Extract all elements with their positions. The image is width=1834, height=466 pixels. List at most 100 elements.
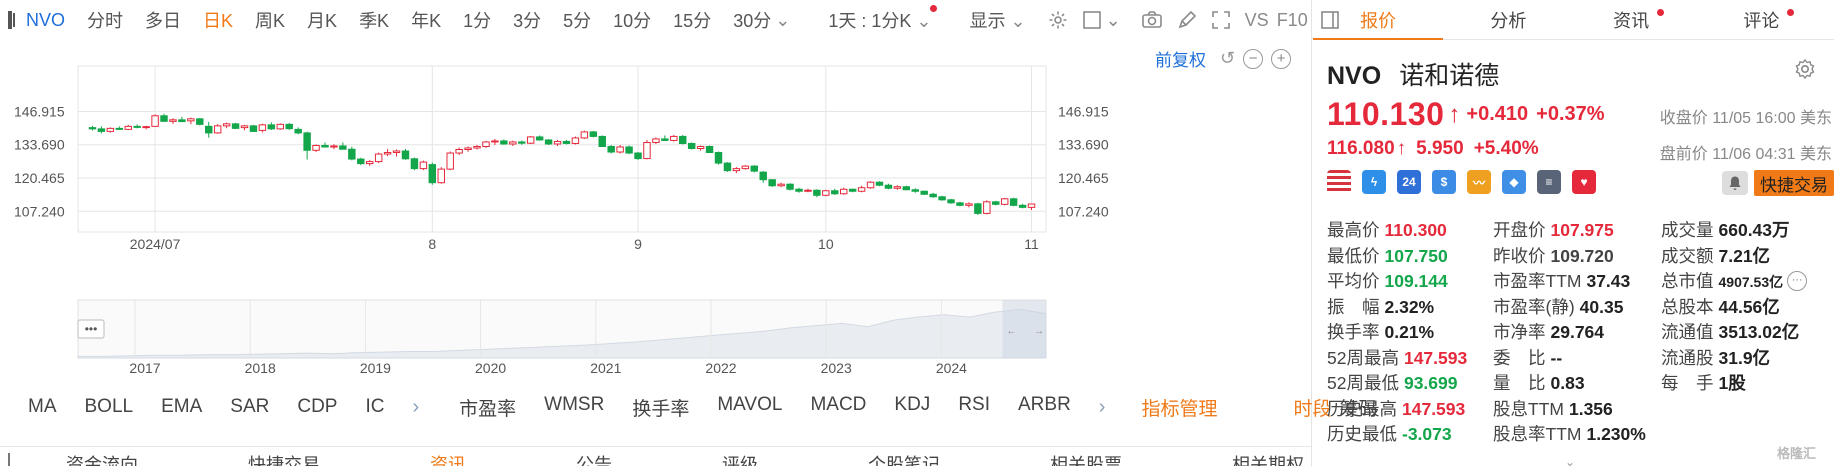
- gear-icon[interactable]: [1794, 58, 1816, 85]
- display-menu[interactable]: 显示 ⌄: [969, 7, 1025, 33]
- indicator-tab[interactable]: 市盈率: [459, 398, 517, 420]
- chevron-right-icon[interactable]: ›: [1098, 395, 1106, 418]
- indicator-tab[interactable]: WMSR: [544, 393, 605, 415]
- candle-body: [983, 201, 991, 214]
- bottom-tab[interactable]: 资讯: [430, 455, 466, 466]
- chip-distribution-button[interactable]: 筹码: [1339, 398, 1378, 420]
- period-tab[interactable]: 日K: [203, 11, 234, 31]
- candle-body: [419, 161, 428, 170]
- lightning-icon[interactable]: ϟ: [1362, 170, 1386, 194]
- indicator-tab[interactable]: CDP: [297, 396, 338, 417]
- indicator-tab[interactable]: ARBR: [1018, 393, 1071, 415]
- period-tab[interactable]: 3分: [513, 11, 542, 31]
- quote-tab[interactable]: 资讯: [1574, 0, 1704, 39]
- period-tab[interactable]: 多日: [145, 11, 182, 31]
- candle-body: [518, 141, 526, 144]
- bottom-tab[interactable]: 相关股票: [1050, 455, 1122, 466]
- chevron-right-icon[interactable]: ›: [412, 395, 420, 418]
- fullscreen-icon[interactable]: [1211, 7, 1231, 33]
- navigator-more-button[interactable]: •••: [77, 319, 105, 339]
- f10-button[interactable]: F10: [1276, 9, 1308, 30]
- indicator-manage-button[interactable]: 指标管理: [1141, 398, 1218, 420]
- dollar-icon[interactable]: $: [1432, 170, 1456, 194]
- panel-layout-icon[interactable]: [1320, 7, 1340, 33]
- camera-icon[interactable]: [1141, 7, 1163, 33]
- y-tick-label-right: 107.240: [1058, 203, 1109, 219]
- us-flag-icon[interactable]: [1327, 170, 1351, 194]
- bottom-tab[interactable]: 相关期权: [1232, 455, 1304, 466]
- navigator-year-label: 2022: [705, 360, 736, 376]
- navigator-left-handle-icon[interactable]: ←: [1006, 326, 1016, 337]
- 24h-icon[interactable]: 24: [1397, 170, 1421, 194]
- indicator-tab[interactable]: 换手率: [632, 398, 690, 420]
- stat-row: 最低价 107.750 昨收价 109.720 成交额 7.21亿: [1327, 243, 1833, 269]
- chevron-down-icon[interactable]: ⌄: [1565, 455, 1576, 466]
- candle-body: [670, 135, 678, 141]
- period-tab[interactable]: 年K: [411, 11, 442, 31]
- time-segment-button[interactable]: 时段: [1293, 398, 1332, 420]
- y-tick-label-left: 120.465: [14, 170, 65, 186]
- indicator-tab[interactable]: RSI: [958, 393, 990, 415]
- candle-body: [571, 137, 580, 144]
- undo-icon[interactable]: ↺: [1220, 48, 1236, 68]
- premarket-row: 116.080 ↑ 5.950 +5.40%: [1327, 138, 1549, 160]
- bottom-tab[interactable]: 评级: [722, 455, 758, 466]
- bottom-tab[interactable]: 公告: [576, 455, 612, 466]
- period-tab[interactable]: 周K: [255, 11, 286, 31]
- price-change: +0.410: [1466, 103, 1529, 125]
- indicator-tab[interactable]: BOLL: [84, 396, 134, 417]
- indicator-tab[interactable]: MA: [28, 396, 57, 417]
- navigator-selection[interactable]: [1002, 300, 1046, 358]
- indicator-tab[interactable]: EMA: [161, 396, 203, 417]
- draw-pen-icon[interactable]: [1177, 7, 1197, 33]
- candle-body: [1000, 198, 1009, 205]
- navigator-right-handle-icon[interactable]: →: [1034, 326, 1044, 337]
- bottom-tab[interactable]: 快捷交易: [248, 455, 320, 466]
- candlestick-chart[interactable]: 146.915 146.915 133.690 133.690 120.465 120.4…: [0, 64, 1312, 304]
- indicator-tab[interactable]: SAR: [230, 396, 270, 417]
- candle-body: [634, 152, 642, 160]
- candle-body: [848, 188, 857, 192]
- period-dropdown-chevron-icon[interactable]: ⌄: [775, 9, 791, 30]
- indicator-tab[interactable]: IC: [365, 396, 385, 417]
- tag-icon[interactable]: ◆: [1502, 170, 1526, 194]
- candle-body: [357, 158, 365, 165]
- quote-tab[interactable]: 评论: [1704, 0, 1834, 39]
- zoom-out-icon[interactable]: −: [1243, 48, 1264, 69]
- period-tab[interactable]: 30分: [733, 11, 772, 31]
- quote-tab[interactable]: 报价: [1313, 0, 1444, 40]
- period-tab[interactable]: 分时: [87, 11, 124, 31]
- indicator-tab[interactable]: MAVOL: [717, 393, 783, 415]
- indicator-tab[interactable]: KDJ: [894, 393, 931, 415]
- settings-gear-icon[interactable]: [1048, 7, 1068, 33]
- range-navigator[interactable]: ← → 2017 2018 2019 2020 2021 2022 2023 2024 •••: [0, 298, 1312, 376]
- navigator-year-label: 2017: [129, 360, 160, 376]
- stat-value: 147.593: [1403, 347, 1468, 368]
- interval-selector[interactable]: 1天 : 1分K ⌄: [828, 5, 938, 33]
- period-tab[interactable]: 5分: [563, 11, 592, 31]
- checkbox[interactable]: [8, 453, 10, 466]
- quick-trade-button[interactable]: 快捷交易: [1754, 170, 1834, 196]
- indicator-tab[interactable]: MACD: [810, 393, 867, 415]
- bottom-tab[interactable]: 资金流向: [66, 455, 138, 466]
- period-tab[interactable]: 季K: [359, 11, 390, 31]
- period-tab[interactable]: 15分: [673, 11, 712, 31]
- bell-icon[interactable]: [1722, 171, 1748, 195]
- period-tab[interactable]: 月K: [307, 11, 338, 31]
- price-adjust-selector[interactable]: 前复权: [1155, 51, 1206, 70]
- heart-icon[interactable]: ♥: [1572, 170, 1596, 194]
- chevron-down-icon[interactable]: ⌄: [1105, 9, 1121, 30]
- symbol-label[interactable]: NVO: [26, 9, 66, 30]
- stat-value: 147.593: [1402, 398, 1466, 419]
- period-tab[interactable]: 10分: [613, 11, 652, 31]
- period-tab[interactable]: 1分: [463, 11, 492, 31]
- trend-icon[interactable]: 〰: [1467, 170, 1491, 194]
- more-options-icon[interactable]: ···: [1787, 270, 1808, 291]
- vs-button[interactable]: VS: [1244, 9, 1269, 30]
- zoom-in-icon[interactable]: +: [1271, 48, 1292, 69]
- quote-tab[interactable]: 分析: [1443, 0, 1573, 39]
- bottom-tab[interactable]: 个股笔记: [868, 455, 940, 466]
- document-icon[interactable]: ≡: [1537, 170, 1561, 194]
- chart-style-square-icon[interactable]: [1082, 7, 1102, 33]
- sidebar-toggle-icon[interactable]: [8, 11, 15, 29]
